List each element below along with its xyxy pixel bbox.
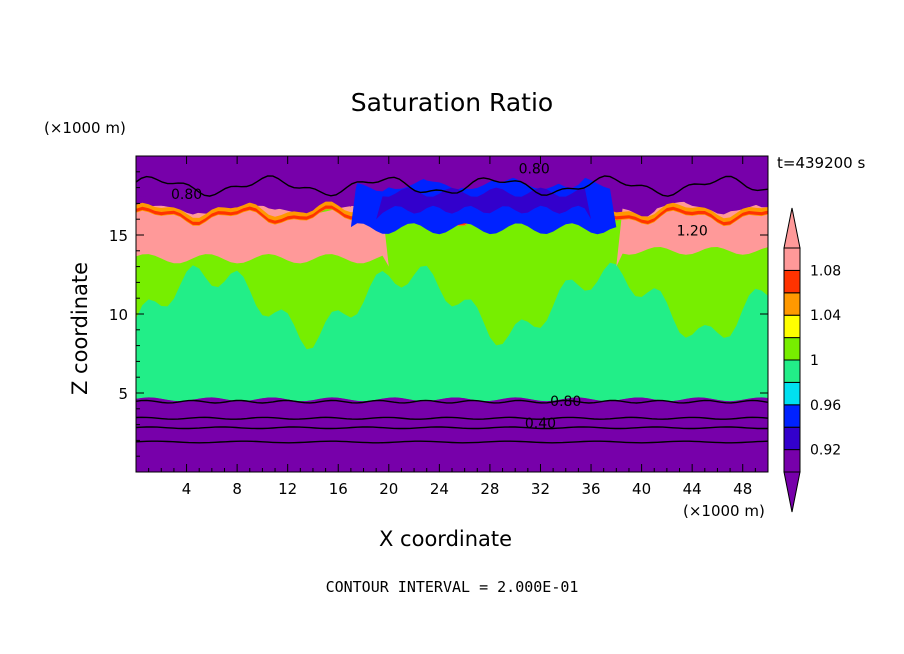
colorbar-label: 0.96	[810, 398, 841, 414]
colorbar-bottom-arrow	[783, 471, 801, 513]
x-tick-label: 8	[232, 480, 242, 498]
x-axis-label: X coordinate	[379, 527, 513, 551]
contour-label-4: 0.40	[525, 416, 556, 432]
x-tick-label: 48	[733, 480, 752, 498]
colorbar-label: 0.92	[810, 443, 841, 459]
time-label: t=439200 s	[777, 154, 866, 172]
contour-label-2: 1.20	[677, 223, 708, 239]
x-tick-label: 20	[379, 480, 398, 498]
y-tick-label: 15	[109, 227, 128, 245]
colorbar-swatch	[783, 359, 801, 383]
field-band-lower-dry	[136, 397, 768, 472]
colorbar-label: 1.04	[810, 308, 841, 324]
y-tick-label: 5	[118, 385, 128, 403]
colorbar-label: 1.08	[810, 263, 841, 279]
x-tick-label: 44	[683, 480, 702, 498]
x-tick-label: 40	[632, 480, 651, 498]
x-tick-label: 4	[182, 480, 192, 498]
contour-line-lower-020	[136, 440, 768, 444]
contour-label-1: 0.80	[171, 187, 202, 203]
contour-line-upper	[136, 175, 768, 197]
colorbar-top-arrow	[783, 207, 801, 249]
y-tick-label: 10	[109, 306, 128, 324]
field-band-darkblue	[136, 187, 768, 220]
contour-interval-note: CONTOUR INTERVAL = 2.000E-01	[325, 578, 579, 596]
colorbar-swatch	[783, 314, 801, 339]
colorbar-swatch	[783, 337, 801, 361]
colorbar-swatch	[783, 292, 801, 316]
colorbar: 1.08 1.04 1 0.96 0.92	[783, 207, 841, 513]
x-tick-label: 28	[480, 480, 499, 498]
y-axis-unit: (×1000 m)	[44, 119, 126, 137]
colorbar-swatch	[783, 247, 801, 271]
x-axis-unit: (×1000 m)	[683, 502, 765, 520]
colorbar-swatch	[783, 449, 801, 473]
contour-line-lower-040	[136, 426, 768, 430]
colorbar-swatch	[783, 381, 801, 406]
field-band-aqua	[136, 262, 768, 402]
contour-lines: 0.80 0.80 1.20 0.80 0.40	[136, 162, 768, 444]
colorbar-swatch	[783, 426, 801, 451]
contour-field	[136, 156, 768, 472]
colorbar-swatch	[783, 269, 801, 294]
chart-title: Saturation Ratio	[350, 88, 554, 117]
field-band-pink-left	[136, 205, 768, 267]
x-tick-label: 32	[531, 480, 550, 498]
x-tick-label: 24	[430, 480, 449, 498]
contour-label-3: 0.80	[550, 394, 581, 410]
contour-line-lower-080	[136, 399, 768, 404]
x-tick-label: 16	[329, 480, 348, 498]
contour-label-0: 0.80	[519, 162, 550, 178]
colorbar-swatch	[783, 404, 801, 428]
contour-line-lower-060	[136, 416, 768, 420]
colorbar-label: 1	[810, 353, 819, 369]
x-tick-label: 36	[581, 480, 600, 498]
field-band-upper-dry	[136, 156, 768, 217]
x-tick-label: 12	[278, 480, 297, 498]
